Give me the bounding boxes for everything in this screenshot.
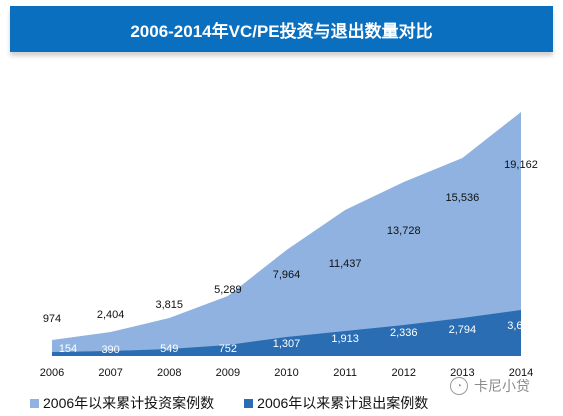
data-label-exit: 752 [219,343,237,355]
x-tick-label: 2008 [157,367,181,379]
x-tick-label: 2009 [216,367,240,379]
data-label-investment: 19,162 [504,159,538,171]
data-labels-investment: 974 2,404 3,815 5,289 7,964 11,437 13,728 15,53… [43,159,538,325]
legend-label-investment: 2006年以来累计投资案例数 [43,395,215,411]
legend-label-exit: 2006年以来累计退出案例数 [257,395,429,411]
legend-item-investment: 2006年以来累计投资案例数 [30,393,214,413]
x-tick-label: 2007 [98,367,122,379]
data-label-exit: 1,307 [273,338,301,350]
data-label-investment: 7,964 [273,269,301,281]
data-label-exit: 390 [101,344,119,356]
x-tick-label: 2010 [274,367,298,379]
data-label-investment: 15,536 [446,192,480,204]
data-label-investment: 13,728 [387,225,421,237]
x-tick-label: 2011 [333,367,357,379]
chart-title: 2006-2014年VC/PE投资与退出数量对比 [10,6,553,52]
legend-item-exit: 2006年以来累计退出案例数 [244,393,428,413]
data-label-investment: 3,815 [155,299,183,311]
legend-swatch-investment [30,398,39,408]
data-label-exit: 154 [59,343,77,355]
data-label-exit: 3,624 [507,320,535,332]
x-tick-label: 2013 [450,367,474,379]
series-area-investment [52,112,521,356]
x-tick-label: 2012 [392,367,416,379]
data-label-investment: 974 [43,313,61,325]
series-area-exit [52,310,521,356]
data-label-exit: 1,913 [331,333,359,345]
legend: 2006年以来累计投资案例数 2006年以来累计退出案例数 [30,392,458,414]
data-label-investment: 11,437 [329,258,362,270]
x-tick-label: 2014 [509,367,533,379]
data-label-exit: 549 [160,343,178,355]
data-label-exit: 2,794 [449,324,477,336]
data-label-investment: 5,289 [214,284,242,296]
x-tick-label: 2006 [40,367,64,379]
x-axis-ticks: 2006 2007 2008 2009 2010 2011 2012 2013 2014 [40,367,533,379]
wechat-icon: ◔ [450,377,468,395]
legend-swatch-exit [244,398,254,408]
data-labels-exit: 154 390 549 752 1,307 1,913 2,336 2,794 3,624 [59,320,535,356]
data-label-investment: 2,404 [97,309,125,321]
data-label-exit: 2,336 [390,327,418,339]
watermark-text: 卡尼小贷 [474,378,530,394]
watermark: ◔ 卡尼小贷 [450,376,530,396]
